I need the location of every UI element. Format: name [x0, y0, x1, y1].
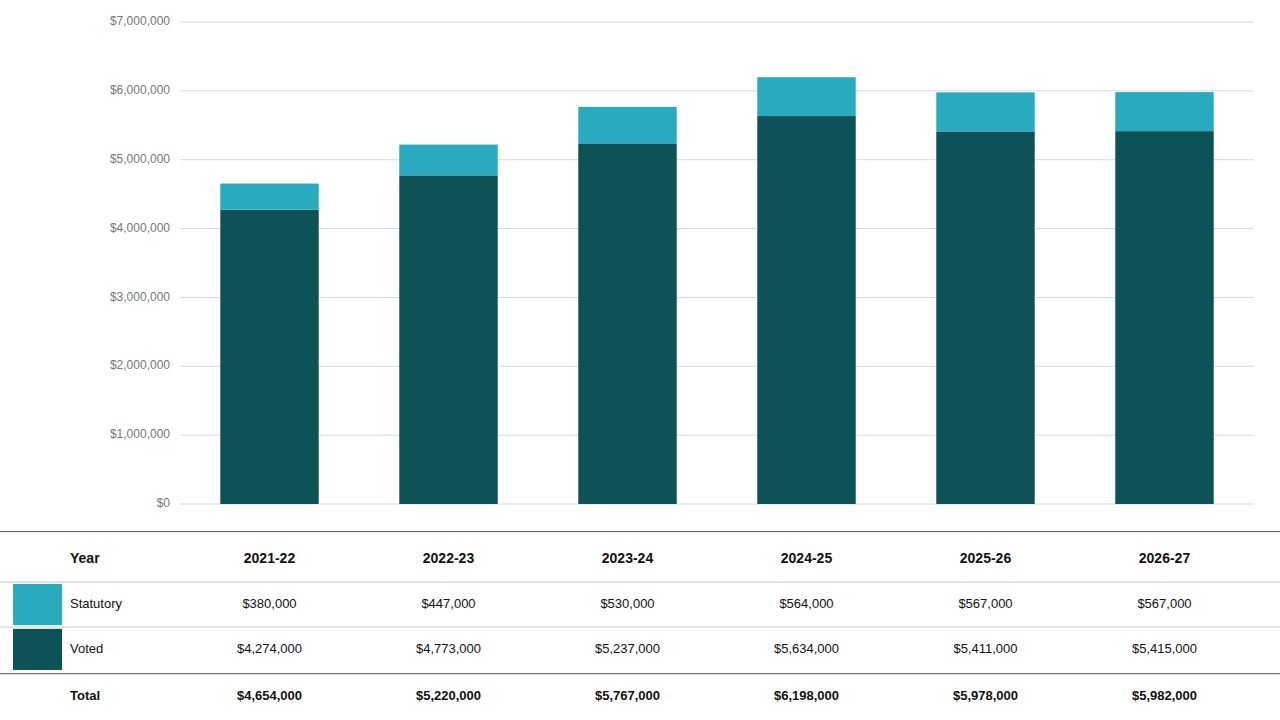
grid-line [180, 435, 1254, 436]
y-tick-label: $4,000,000 [110, 221, 170, 235]
legend-swatch [13, 584, 62, 625]
series-bars [220, 116, 1213, 504]
grid-line [180, 159, 1254, 160]
total-value: $4,654,000 [237, 688, 302, 703]
bar [936, 92, 1034, 131]
y-tick-label: $7,000,000 [110, 14, 170, 28]
table-value: $567,000 [1137, 596, 1191, 611]
y-tick-label: $0 [157, 496, 171, 510]
series-bars [220, 77, 1213, 209]
category-label: 2021-22 [244, 550, 296, 566]
grid-line [180, 228, 1254, 229]
bar [578, 143, 676, 504]
table-rule [0, 531, 1280, 532]
legend-label: Voted [70, 641, 103, 656]
bar [757, 116, 855, 504]
grid-line [180, 366, 1254, 367]
table-value: $530,000 [600, 596, 654, 611]
grid-line [180, 297, 1254, 298]
total-value: $5,767,000 [595, 688, 660, 703]
total-value: $5,982,000 [1132, 688, 1197, 703]
table-value: $564,000 [779, 596, 833, 611]
total-value: $5,978,000 [953, 688, 1018, 703]
table-value: $5,411,000 [953, 641, 1017, 656]
table-value: $5,237,000 [595, 641, 660, 656]
bar [936, 131, 1034, 504]
bar [757, 77, 855, 116]
bar [220, 210, 318, 504]
chart-svg: $0 $1,000,000 $2,000,000 $3,000,000 $4,000,0… [0, 0, 1280, 720]
grid-line [180, 504, 1254, 505]
category-label: 2022-23 [423, 550, 475, 566]
table-rule [0, 582, 1280, 583]
legend-swatch [13, 629, 62, 670]
table-header-label: Year [70, 550, 100, 566]
y-tick-label: $2,000,000 [110, 358, 170, 372]
total-label: Total [70, 688, 100, 703]
table-value: $4,274,000 [237, 641, 302, 656]
chart-root: $0 $1,000,000 $2,000,000 $3,000,000 $4,000,0… [0, 0, 1280, 720]
category-label: 2024-25 [781, 550, 833, 566]
category-label: 2026-27 [1139, 550, 1191, 566]
grid-line [180, 90, 1254, 91]
bar [1115, 131, 1213, 504]
table-value: $380,000 [242, 596, 296, 611]
legend-label: Statutory [70, 596, 123, 611]
y-tick-label: $6,000,000 [110, 83, 170, 97]
bar [1115, 92, 1213, 131]
category-label: 2023-24 [602, 550, 654, 566]
category-label: 2025-26 [960, 550, 1012, 566]
bar [220, 184, 318, 210]
bar [578, 107, 676, 143]
grid-line [180, 22, 1254, 23]
data-table: Year 2021-22 2022-23 2023-24 2024-25 2025-26 2… [0, 532, 1280, 703]
total-value: $6,198,000 [774, 688, 839, 703]
y-tick-label: $3,000,000 [110, 290, 170, 304]
bars [220, 77, 1213, 504]
table-rule [0, 673, 1280, 674]
table-value: $567,000 [958, 596, 1012, 611]
bar [399, 175, 497, 504]
table-value: $447,000 [421, 596, 475, 611]
table-value: $5,634,000 [774, 641, 839, 656]
y-tick-label: $5,000,000 [110, 152, 170, 166]
table-value: $4,773,000 [416, 641, 481, 656]
table-value: $5,415,000 [1132, 641, 1197, 656]
total-value: $5,220,000 [416, 688, 481, 703]
table-rule [0, 626, 1280, 627]
grid [180, 22, 1254, 504]
y-tick-label: $1,000,000 [110, 427, 170, 441]
bar [399, 145, 497, 176]
